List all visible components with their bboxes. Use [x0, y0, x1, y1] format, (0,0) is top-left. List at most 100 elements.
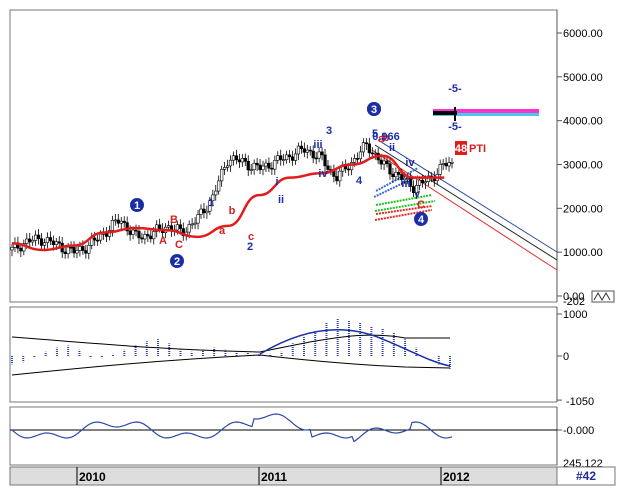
- scale-tool-glyph: [593, 291, 611, 302]
- fan-green-2: [375, 194, 433, 206]
- wave-label-blue: ii: [278, 194, 284, 206]
- axis-strip: [557, 10, 615, 465]
- price-bar-body: [373, 152, 377, 155]
- price-bar-body: [444, 163, 448, 167]
- price-bar-body: [81, 246, 85, 251]
- wave-label-blue: ii: [389, 142, 395, 154]
- price-bar-body: [326, 165, 330, 170]
- price-bar-body: [125, 222, 129, 232]
- price-bar-body: [199, 208, 203, 215]
- price-tick-label: 4000.00: [563, 116, 603, 128]
- price-bar-body: [385, 160, 389, 165]
- price-tick-label: 5000.00: [563, 72, 603, 84]
- wave-label-red: a: [378, 133, 385, 145]
- macd-signal-upper: [11, 334, 450, 353]
- target-label-lower: -5-: [448, 121, 462, 133]
- price-bar-body: [311, 150, 315, 159]
- moving-average: [11, 154, 445, 252]
- price-bar-body: [122, 220, 126, 223]
- moving-average-line: [11, 154, 445, 252]
- price-bar-body: [270, 167, 274, 170]
- price-bar-body: [237, 159, 241, 163]
- price-bar-body: [282, 159, 286, 162]
- price-bar-body: [202, 208, 206, 214]
- wave-label-red: b: [383, 132, 390, 144]
- timeline-years: 2010 2011 2012: [76, 467, 470, 485]
- macd-y-axis: 1000 0 -1050: [556, 307, 594, 408]
- year-label: 2012: [443, 470, 470, 484]
- price-bar-body: [143, 234, 147, 240]
- price-bar-body: [119, 220, 123, 224]
- price-bar-body: [84, 250, 88, 254]
- price-bar-body: [57, 241, 61, 244]
- osc-tick-label-zero: -0.000: [563, 425, 594, 437]
- price-bar-body: [370, 152, 374, 155]
- price-bar-body: [361, 142, 366, 153]
- price-bar-body: [116, 219, 120, 224]
- price-bar-body: [276, 155, 280, 161]
- price-bar-body: [314, 157, 318, 160]
- year-label: 2011: [261, 470, 287, 484]
- price-bar-body: [246, 160, 250, 171]
- price-bar-body: [45, 237, 50, 243]
- tag-number: 48: [455, 143, 467, 155]
- price-tick-label: 2000.00: [563, 203, 603, 215]
- wave-label-red: b: [229, 205, 236, 217]
- price-bar-body: [155, 224, 159, 232]
- channel-lower: [371, 149, 558, 271]
- price-bar-body: [287, 154, 292, 158]
- price-bar-body: [137, 230, 141, 239]
- price-bar-body: [42, 242, 47, 246]
- fan-blue-2: [375, 167, 419, 192]
- fan-green-1: [374, 200, 436, 212]
- wave-label-red: A: [159, 235, 167, 247]
- price-bar-body: [66, 246, 70, 254]
- page-tag-box[interactable]: [556, 466, 616, 486]
- price-bar-body: [19, 247, 23, 252]
- price-bar-body: [420, 179, 425, 184]
- price-bar-body: [22, 243, 26, 252]
- target-band-black: [433, 111, 457, 115]
- price-bar-body: [358, 151, 363, 160]
- price-bar-body: [417, 179, 422, 186]
- price-bar-body: [78, 246, 82, 251]
- price-bar-body: [231, 155, 236, 161]
- price-bar-body: [243, 158, 247, 162]
- wave-circle: [414, 212, 428, 226]
- page-tag[interactable]: #42: [576, 469, 596, 483]
- wave-label-blue: iii: [401, 178, 410, 190]
- wave-label-blue: v: [414, 188, 421, 200]
- price-tick-label: 3000.00: [563, 160, 603, 172]
- oscillator: [10, 413, 557, 443]
- price-bar-body: [223, 167, 227, 170]
- channel-upper: [377, 139, 558, 253]
- price-bar-body: [400, 174, 404, 181]
- wave-circle-label: 1: [134, 200, 140, 212]
- price-bar-body: [335, 176, 339, 182]
- price-bar-body: [146, 234, 150, 237]
- price-bar-body: [388, 163, 392, 175]
- price-bar-body: [382, 160, 386, 165]
- price-bar-body: [131, 229, 135, 235]
- price-bar-body: [228, 159, 233, 167]
- price-bar-body: [205, 210, 209, 214]
- price-bar-body: [175, 224, 179, 231]
- price-bar-body: [338, 170, 342, 182]
- price-bar-body: [104, 232, 109, 237]
- price-tick-label: 0.00: [563, 291, 584, 303]
- price-bar-body: [447, 162, 451, 167]
- price-bar-body: [48, 237, 52, 242]
- fib-annotation: 0.966: [372, 131, 400, 143]
- price-bottom-label: -202: [563, 296, 585, 308]
- price-bar-body: [355, 158, 360, 160]
- price-bar-body: [349, 162, 354, 171]
- wave-label-blue: 3: [326, 125, 332, 137]
- price-tick-label: 6000.00: [563, 28, 603, 40]
- price-bar-body: [158, 224, 162, 230]
- macd-signal-lower: [11, 354, 451, 376]
- channel-lines: [371, 139, 558, 271]
- price-bar-body: [72, 246, 76, 254]
- price-bar-body: [403, 177, 407, 181]
- price-bar-body: [234, 155, 239, 161]
- price-bar-body: [299, 145, 303, 149]
